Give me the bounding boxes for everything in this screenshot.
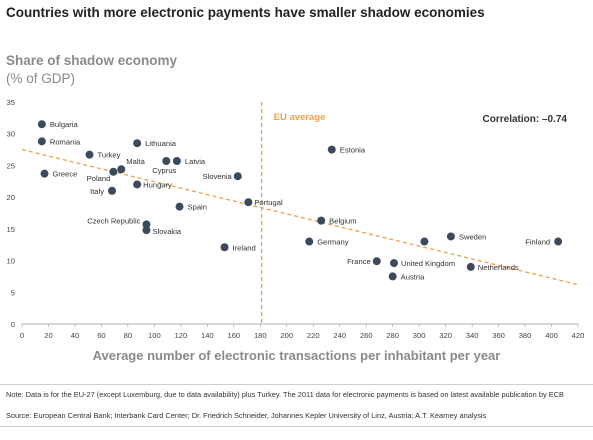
- point-label-czech-republic: Czech Republic: [87, 216, 140, 225]
- y-tick-label: 25: [7, 161, 15, 170]
- y-axis-unit: (% of GDP): [6, 71, 76, 86]
- point-label-bulgaria: Bulgaria: [50, 120, 79, 129]
- point-label-lithuania: Lithuania: [145, 139, 177, 148]
- data-point-czech-republic: [142, 220, 151, 229]
- data-point-hungary: [133, 180, 142, 189]
- point-label-hungary: Hungary: [143, 180, 172, 189]
- x-tick-label: 280: [386, 331, 399, 340]
- divider-bottom: [0, 426, 593, 427]
- y-tick-label: 10: [7, 257, 15, 266]
- point-label-latvia: Latvia: [185, 157, 206, 166]
- x-tick-label: 260: [360, 331, 373, 340]
- data-point-greece: [40, 169, 49, 178]
- data-point-romania: [37, 137, 46, 146]
- data-point-slovenia: [233, 172, 242, 181]
- x-tick-label: 100: [148, 331, 161, 340]
- x-tick-label: 40: [71, 331, 79, 340]
- point-label-france: France: [347, 257, 371, 266]
- point-label-malta: Malta: [126, 157, 145, 166]
- point-label-sweden: Sweden: [459, 232, 486, 241]
- point-label-austria: Austria: [401, 272, 425, 281]
- data-point-poland: [109, 167, 118, 176]
- point-label-spain: Spain: [188, 203, 207, 212]
- data-point-italy: [108, 186, 117, 195]
- point-label-slovakia: Slovakia: [152, 227, 181, 236]
- x-tick-label: 160: [227, 331, 240, 340]
- x-tick-label: 200: [280, 331, 293, 340]
- x-tick-label: 180: [254, 331, 267, 340]
- x-tick-label: 0: [20, 331, 24, 340]
- data-point-unlabeled: [420, 237, 429, 246]
- point-label-portugal: Portugal: [254, 198, 283, 207]
- data-point-sweden: [446, 232, 455, 241]
- y-tick-label: 30: [7, 130, 15, 139]
- x-tick-label: 240: [333, 331, 346, 340]
- x-tick-label: 140: [201, 331, 214, 340]
- data-point-malta: [117, 165, 126, 174]
- x-tick-label: 420: [572, 331, 585, 340]
- point-label-finland: Finland: [525, 238, 550, 247]
- x-tick-label: 80: [124, 331, 132, 340]
- y-tick-label: 35: [7, 98, 15, 107]
- data-point-netherlands: [466, 262, 475, 271]
- point-label-slovenia: Slovenia: [203, 172, 233, 181]
- point-label-turkey: Turkey: [98, 151, 121, 160]
- data-point-united-kingdom: [389, 259, 398, 268]
- data-point-lithuania: [133, 139, 142, 148]
- data-point-finland: [554, 237, 563, 246]
- y-tick-label: 5: [11, 288, 15, 297]
- y-tick-label: 15: [7, 225, 15, 234]
- point-label-united-kingdom: United Kingdom: [401, 259, 455, 268]
- point-label-ireland: Ireland: [233, 243, 256, 252]
- x-tick-label: 60: [97, 331, 105, 340]
- x-tick-label: 220: [307, 331, 320, 340]
- point-label-belgium: Belgium: [329, 217, 356, 226]
- x-tick-label: 300: [413, 331, 426, 340]
- x-tick-label: 360: [492, 331, 505, 340]
- point-label-greece: Greece: [53, 170, 78, 179]
- y-axis-title: Share of shadow economy: [6, 53, 178, 68]
- x-tick-label: 320: [439, 331, 452, 340]
- divider-top: [0, 384, 593, 385]
- data-point-spain: [175, 202, 184, 211]
- x-tick-label: 20: [44, 331, 52, 340]
- y-tick-label: 20: [7, 193, 15, 202]
- data-point-ireland: [220, 243, 229, 252]
- point-label-netherlands: Netherlands: [478, 263, 519, 272]
- data-point-slovakia: [142, 226, 151, 235]
- point-label-italy: Italy: [90, 187, 104, 196]
- data-point-france: [372, 257, 381, 266]
- point-label-poland: Poland: [87, 174, 111, 183]
- data-point-turkey: [85, 150, 94, 159]
- y-tick-label: 0: [11, 320, 15, 329]
- point-label-romania: Romania: [50, 137, 81, 146]
- correlation-label: Correlation: –0.74: [483, 114, 568, 125]
- x-tick-label: 340: [466, 331, 479, 340]
- data-point-belgium: [317, 216, 326, 225]
- x-tick-label: 120: [175, 331, 188, 340]
- eu-average-group: EU average: [260, 102, 326, 324]
- trend-group: [21, 148, 579, 286]
- chart-source: Source: European Central Bank; Interbank…: [6, 411, 487, 420]
- chart-title: Countries with more electronic payments …: [6, 5, 485, 20]
- data-point-bulgaria: [37, 120, 46, 129]
- eu-average-label: EU average: [274, 112, 326, 123]
- point-label-cyprus: Cyprus: [152, 166, 176, 175]
- x-axis-title: Average number of electronic transaction…: [92, 348, 501, 363]
- data-point-cyprus: [162, 156, 171, 165]
- data-point-portugal: [244, 198, 253, 207]
- data-point-austria: [388, 272, 397, 281]
- x-tick-label: 400: [545, 331, 558, 340]
- data-point-estonia: [327, 145, 336, 154]
- x-tick-label: 380: [519, 331, 532, 340]
- axes: 0 20 40 60 80 100 120 140 160 180 200 220 240 260 280 3…: [7, 98, 585, 340]
- data-point-latvia: [172, 156, 181, 165]
- points-group: Bulgaria Romania Turkey Lithuania Greece Malt…: [37, 120, 563, 281]
- trend-line: [21, 148, 579, 286]
- point-label-germany: Germany: [317, 238, 348, 247]
- data-point-germany: [305, 237, 314, 246]
- point-label-estonia: Estonia: [340, 146, 366, 155]
- chart-note: Note: Data is for the EU-27 (except Luxe…: [6, 390, 564, 399]
